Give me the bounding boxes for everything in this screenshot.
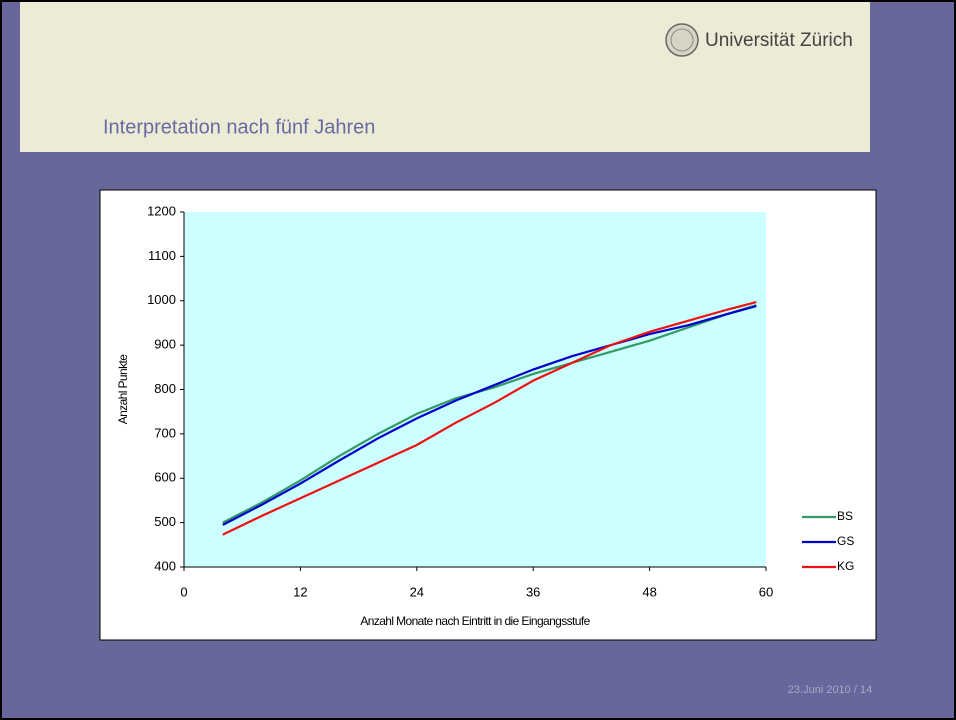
x-tick-label: 36 [526, 584, 540, 599]
x-tick-label: 24 [410, 584, 424, 599]
chart: 400 500 600 700 800 900 1000 1100 1200 0 12 24 36 48 6… [116, 203, 854, 628]
legend-label: KG [837, 559, 854, 573]
logo-text: Universität Zürich [705, 30, 853, 51]
footer: 23.Juni 2010 / 14 [788, 684, 872, 696]
legend-label: BS [837, 509, 853, 523]
y-tick-label: 600 [154, 470, 176, 485]
y-tick-label: 1100 [148, 248, 176, 263]
header-panel [20, 2, 870, 152]
x-tick-label: 48 [642, 584, 656, 599]
x-axis-label: Anzahl Monate nach Eintritt in die Einga… [360, 614, 590, 628]
y-tick-label: 800 [154, 381, 176, 396]
series-line [222, 305, 757, 526]
logo-seal-inner [670, 28, 694, 52]
y-tick-label: 1200 [147, 203, 176, 218]
y-tick-label: 700 [154, 425, 176, 440]
x-tick-label: 0 [180, 584, 187, 599]
y-tick-label: 400 [154, 558, 176, 573]
y-tick-label: 1000 [147, 292, 176, 307]
plot-area [184, 212, 766, 567]
y-axis-label: Anzahl Punkte [116, 354, 130, 425]
x-tick-label: 60 [759, 584, 773, 599]
y-tick-label: 900 [154, 337, 176, 352]
series-line [222, 301, 757, 536]
y-tick-label: 500 [154, 514, 176, 529]
x-tick-label: 12 [293, 584, 307, 599]
slide-title: Interpretation nach fünf Jahren [103, 116, 375, 138]
series-line [222, 304, 757, 524]
legend-label: GS [837, 534, 854, 548]
